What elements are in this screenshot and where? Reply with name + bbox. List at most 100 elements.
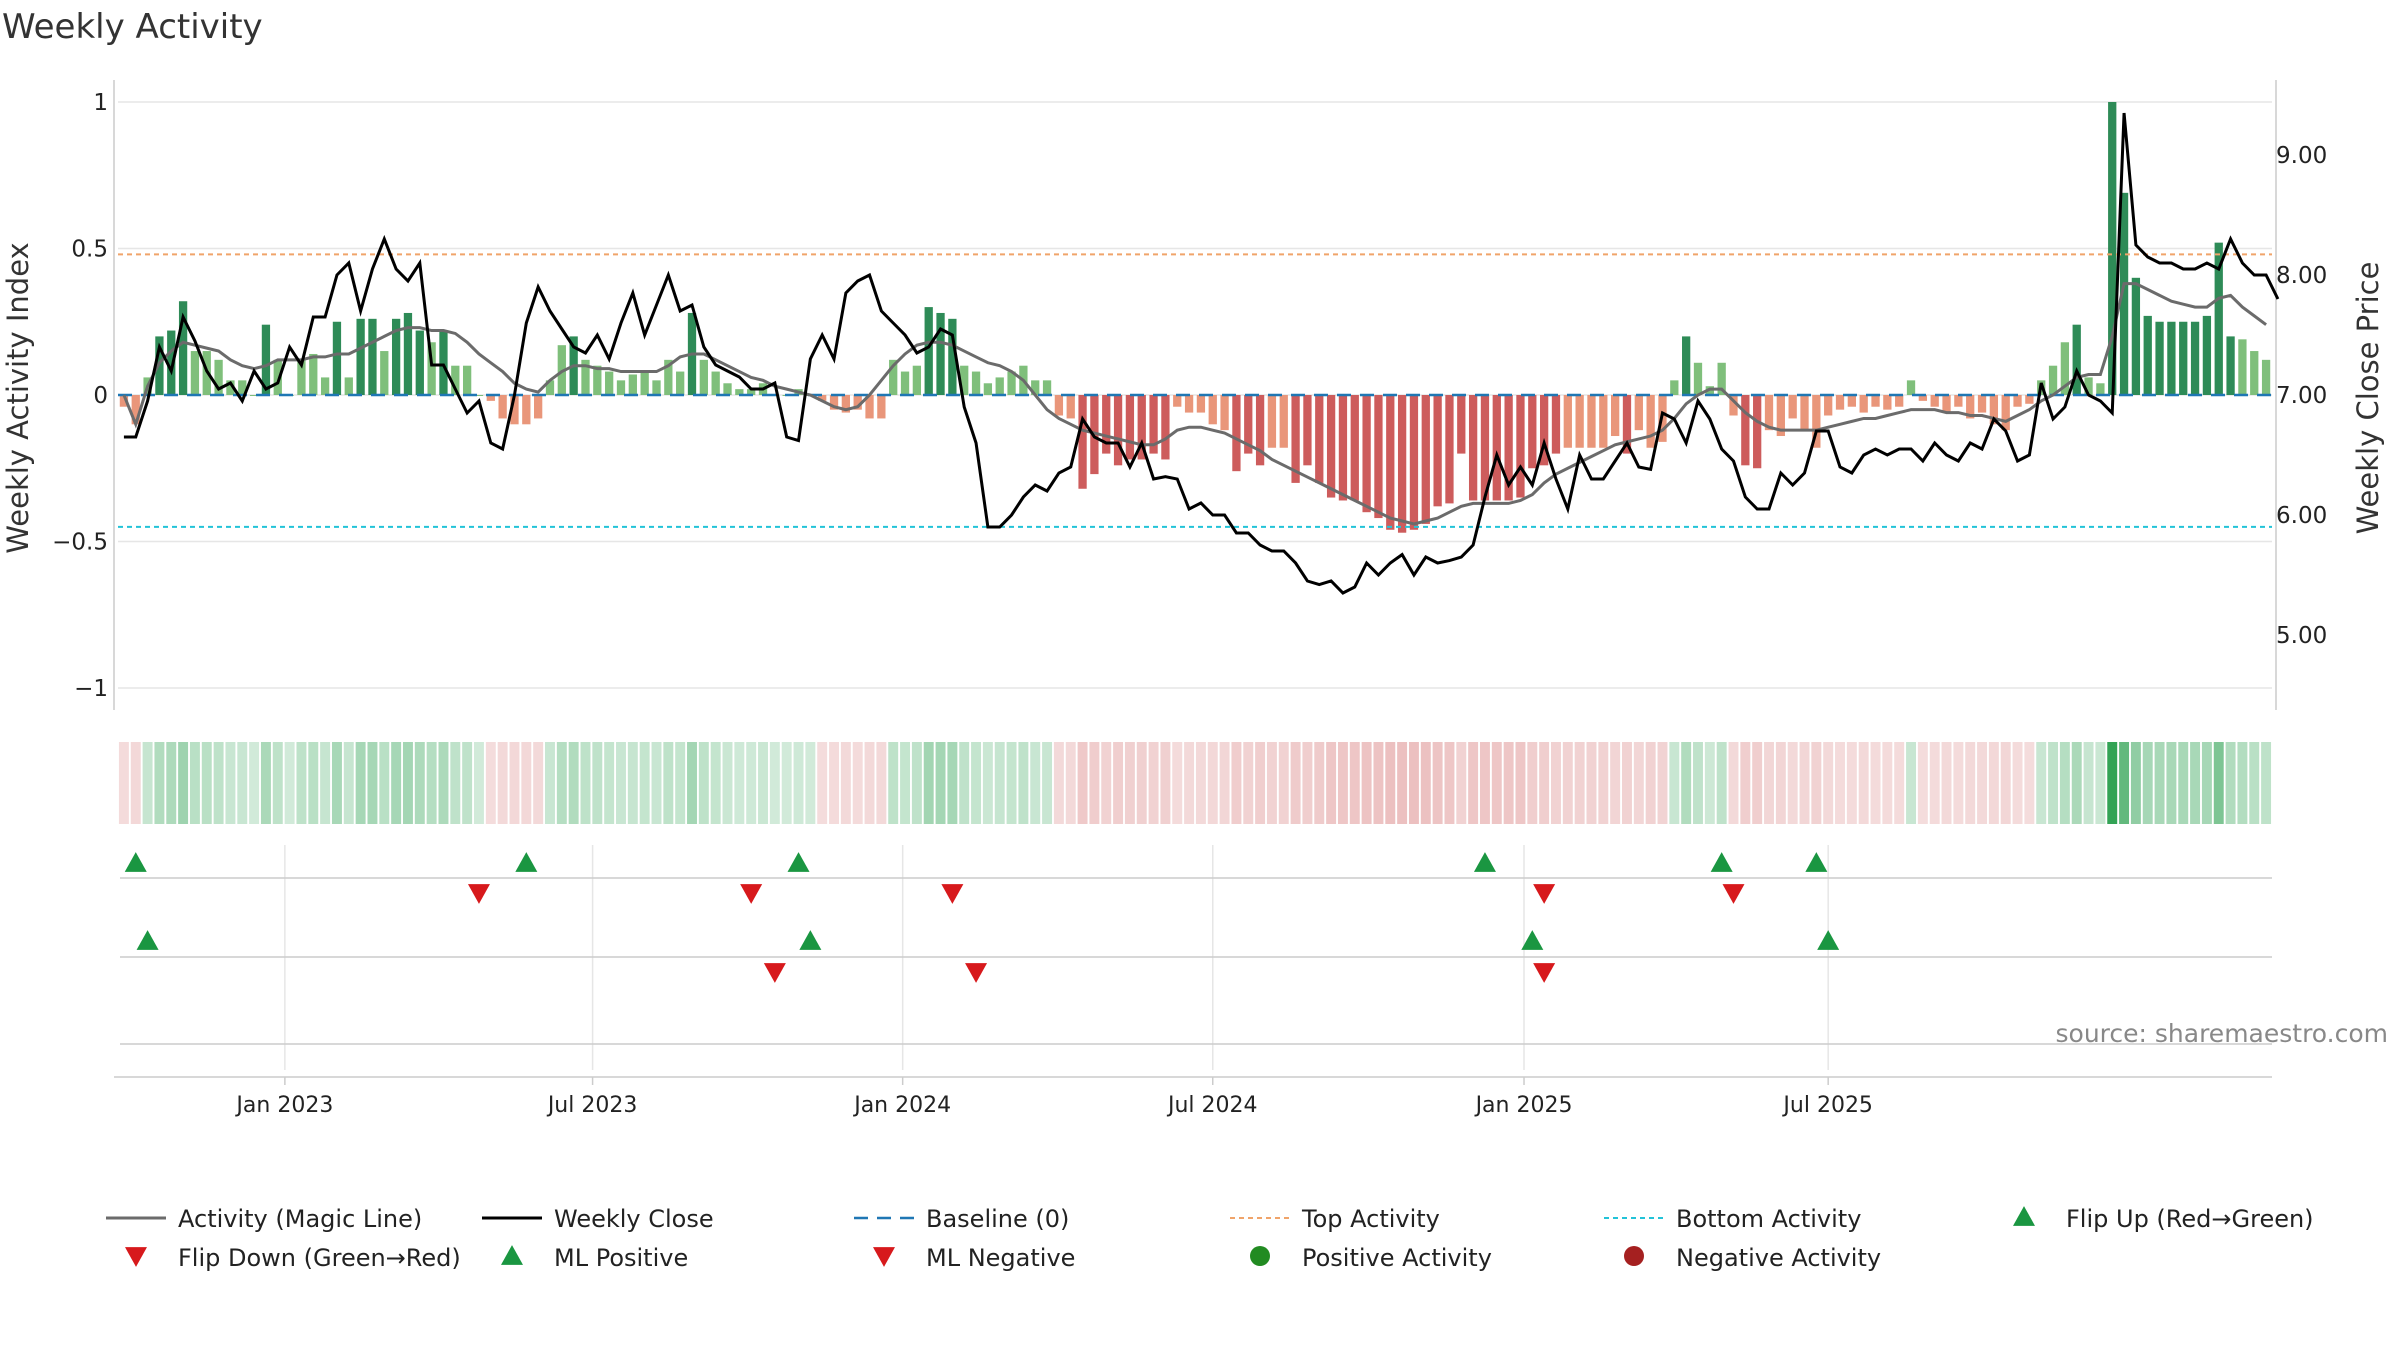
activity-heat-cell — [1988, 742, 1999, 824]
activity-bar — [912, 365, 922, 395]
activity-bar — [1255, 395, 1265, 466]
activity-heat-cell — [533, 742, 544, 824]
activity-heat-cell — [2237, 742, 2248, 824]
activity-heat-cell — [1704, 742, 1715, 824]
activity-bar — [747, 389, 756, 395]
y-tick-label: 0.5 — [71, 237, 108, 263]
activity-bar — [131, 395, 140, 425]
legend-swatch — [873, 1247, 895, 1267]
activity-bar — [238, 380, 247, 395]
legend-item: Activity (Magic Line) — [106, 1205, 422, 1233]
activity-heat-cell — [1681, 742, 1692, 824]
activity-heat-cell — [556, 742, 567, 824]
x-tick-label: Jan 2024 — [852, 1093, 951, 1118]
activity-bar — [1539, 395, 1549, 466]
activity-bar — [167, 330, 176, 395]
activity-bar — [628, 374, 637, 395]
activity-heat-cell — [1775, 742, 1786, 824]
activity-heat-cell — [154, 742, 165, 824]
activity-heat-cell — [1846, 742, 1857, 824]
activity-bar — [1918, 395, 1928, 401]
x-tick-label: Jul 2023 — [546, 1093, 638, 1118]
activity-heat-cell — [1870, 742, 1881, 824]
flip-up-marker — [515, 852, 538, 872]
activity-heat-cell — [485, 742, 496, 824]
y2-tick-label: 9.00 — [2276, 143, 2327, 169]
activity-heat-cell — [1491, 742, 1502, 824]
legend-label: ML Positive — [554, 1244, 688, 1272]
activity-bar — [1717, 362, 1726, 395]
flip-down-marker — [740, 884, 763, 904]
activity-heat-cell — [1243, 742, 1254, 824]
activity-heat-cell — [911, 742, 922, 824]
activity-heat-cell — [438, 742, 449, 824]
activity-bar — [1575, 395, 1584, 448]
activity-heat-cell — [888, 742, 899, 824]
activity-heat-cell — [1906, 742, 1916, 824]
activity-bar — [510, 395, 519, 425]
activity-heat-cell — [1420, 742, 1431, 824]
legend-label: Top Activity — [1301, 1205, 1440, 1233]
activity-heat-cell — [1113, 742, 1124, 824]
activity-heat-cell — [521, 742, 532, 824]
activity-heat-cell — [1124, 742, 1135, 824]
activity-bar — [214, 359, 223, 395]
activity-bar — [2119, 192, 2129, 395]
legend-label: Baseline (0) — [926, 1205, 1069, 1233]
activity-heat-cell — [166, 742, 177, 824]
activity-heat-cell — [249, 742, 260, 824]
activity-bar — [2025, 395, 2034, 404]
activity-heat-cell — [355, 742, 366, 824]
activity-heat-cell — [1562, 742, 1573, 824]
activity-heat-cell — [118, 742, 129, 824]
activity-heat-cell — [994, 742, 1005, 824]
activity-bar — [2226, 336, 2235, 395]
activity-heat-cell — [1219, 742, 1230, 824]
activity-bar — [1066, 395, 1075, 419]
legend-item: Flip Down (Green→Red) — [125, 1244, 461, 1272]
activity-heat-cell — [296, 742, 307, 824]
activity-bar — [1835, 395, 1845, 410]
activity-bar — [2013, 395, 2022, 407]
activity-heat-cell — [805, 742, 816, 824]
activity-heat-cell — [2213, 742, 2224, 824]
legend-item: Top Activity — [1230, 1205, 1440, 1233]
activity-bar — [1208, 395, 1217, 425]
activity-bar — [1504, 395, 1513, 501]
activity-bar — [380, 351, 389, 395]
activity-heat-cell — [1479, 742, 1490, 824]
activity-heat-cell — [1882, 742, 1893, 824]
activity-heat-cell — [1551, 742, 1561, 824]
flip-down-marker — [941, 884, 964, 904]
source-credit: source: sharemaestro.com — [2056, 1019, 2389, 1048]
legend-label: ML Negative — [926, 1244, 1075, 1272]
activity-heat-cell — [982, 742, 993, 824]
activity-bar — [1551, 395, 1561, 454]
activity-heat-cell — [1953, 742, 1964, 824]
activity-heat-cell — [367, 742, 378, 824]
activity-bar — [451, 365, 460, 395]
activity-bar — [983, 383, 993, 395]
activity-heat-cell — [1030, 742, 1041, 824]
activity-heat-cell — [1432, 742, 1443, 824]
activity-bar — [1480, 395, 1490, 501]
activity-heat-cell — [1444, 742, 1455, 824]
activity-heat-cell — [722, 742, 733, 824]
activity-heat-cell — [1314, 742, 1325, 824]
activity-heat-cell — [1468, 742, 1479, 824]
activity-bar — [711, 371, 720, 395]
legend-label: Weekly Close — [554, 1205, 714, 1233]
activity-heat-cell — [545, 742, 555, 824]
activity-bar — [462, 365, 472, 395]
activity-heat-cell — [935, 742, 946, 824]
activity-heat-cell — [2024, 742, 2035, 824]
activity-heat-cell — [1669, 742, 1680, 824]
activity-heat-cell — [1752, 742, 1763, 824]
ml-positive-marker — [1817, 930, 1840, 950]
activity-heat-cell — [1053, 742, 1064, 824]
legend-swatch — [125, 1247, 147, 1267]
activity-bar — [1788, 395, 1797, 419]
activity-heat-cell — [1326, 742, 1337, 824]
activity-bar — [652, 380, 661, 395]
activity-bar — [2143, 315, 2152, 395]
